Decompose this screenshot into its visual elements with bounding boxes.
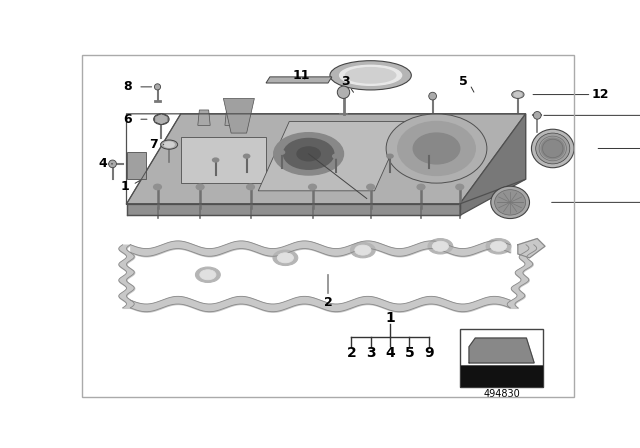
Polygon shape	[469, 338, 534, 363]
Circle shape	[154, 84, 161, 90]
Text: 1: 1	[385, 311, 395, 325]
Text: 3: 3	[366, 345, 376, 359]
Text: 7: 7	[149, 138, 158, 151]
Polygon shape	[225, 110, 237, 125]
Ellipse shape	[432, 241, 449, 251]
Text: 6: 6	[124, 113, 132, 126]
Ellipse shape	[284, 138, 334, 169]
Polygon shape	[127, 114, 525, 204]
Ellipse shape	[536, 133, 570, 164]
Polygon shape	[180, 137, 266, 183]
Ellipse shape	[154, 114, 169, 125]
Ellipse shape	[164, 142, 174, 147]
Text: 494830: 494830	[483, 389, 520, 399]
Ellipse shape	[413, 133, 460, 164]
Ellipse shape	[495, 190, 525, 215]
Ellipse shape	[340, 65, 402, 85]
Circle shape	[337, 86, 349, 99]
Ellipse shape	[531, 129, 574, 168]
Ellipse shape	[491, 186, 529, 219]
Text: 12: 12	[592, 88, 609, 101]
Ellipse shape	[273, 250, 298, 266]
Ellipse shape	[154, 184, 161, 190]
Ellipse shape	[355, 245, 371, 255]
Ellipse shape	[456, 184, 463, 190]
Circle shape	[109, 160, 116, 168]
Text: 11: 11	[292, 69, 310, 82]
Ellipse shape	[212, 158, 219, 162]
Ellipse shape	[161, 140, 178, 149]
Ellipse shape	[278, 151, 285, 154]
Ellipse shape	[246, 184, 254, 190]
Text: 5: 5	[460, 75, 468, 88]
Polygon shape	[259, 121, 406, 191]
Polygon shape	[223, 99, 254, 133]
Text: 8: 8	[124, 80, 132, 93]
Text: 1: 1	[120, 181, 129, 194]
Ellipse shape	[428, 238, 452, 254]
Ellipse shape	[490, 241, 507, 251]
Text: 5: 5	[404, 345, 414, 359]
Ellipse shape	[346, 68, 396, 83]
Polygon shape	[127, 204, 460, 215]
Polygon shape	[155, 114, 168, 125]
Ellipse shape	[157, 116, 166, 123]
Text: 4: 4	[385, 345, 395, 359]
Ellipse shape	[297, 147, 320, 161]
Polygon shape	[266, 77, 332, 83]
Text: 2: 2	[346, 345, 356, 359]
Text: 9: 9	[424, 345, 433, 359]
Ellipse shape	[397, 121, 476, 176]
Ellipse shape	[367, 184, 374, 190]
Ellipse shape	[200, 270, 216, 280]
Ellipse shape	[486, 238, 511, 254]
Ellipse shape	[333, 154, 339, 158]
Ellipse shape	[541, 138, 564, 159]
Circle shape	[429, 92, 436, 100]
Bar	[460, 365, 543, 387]
Ellipse shape	[277, 253, 293, 263]
Polygon shape	[127, 152, 146, 179]
Ellipse shape	[426, 151, 432, 154]
Ellipse shape	[195, 267, 220, 282]
Ellipse shape	[330, 60, 412, 90]
Ellipse shape	[417, 184, 425, 190]
Bar	[460, 329, 543, 387]
Ellipse shape	[351, 242, 375, 258]
Ellipse shape	[196, 184, 204, 190]
Ellipse shape	[515, 92, 522, 97]
Polygon shape	[518, 238, 545, 258]
Text: 4: 4	[99, 157, 108, 170]
Polygon shape	[460, 114, 525, 215]
Text: 3: 3	[342, 75, 350, 88]
Polygon shape	[198, 110, 210, 125]
Ellipse shape	[386, 114, 487, 183]
Circle shape	[533, 112, 541, 119]
Text: 2: 2	[324, 296, 332, 309]
Ellipse shape	[511, 90, 524, 99]
Ellipse shape	[274, 133, 344, 175]
Ellipse shape	[387, 154, 393, 158]
Ellipse shape	[244, 154, 250, 158]
Ellipse shape	[308, 184, 316, 190]
